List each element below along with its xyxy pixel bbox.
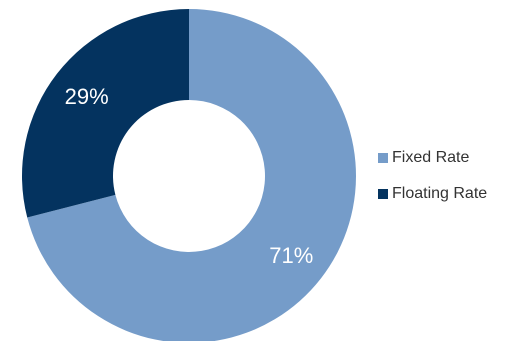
legend-swatch-fixed-rate [378, 153, 388, 163]
legend-item-fixed-rate: Fixed Rate [378, 147, 522, 169]
slice-label-floating-rate: 29% [65, 84, 109, 109]
legend-label-fixed-rate: Fixed Rate [392, 149, 470, 166]
slice-label-fixed-rate: 71% [269, 243, 313, 268]
chart-legend: Fixed Rate Floating Rate [378, 147, 522, 219]
legend-label-floating-rate: Floating Rate [392, 185, 488, 202]
legend-swatch-floating-rate [378, 189, 388, 199]
legend-item-floating-rate: Floating Rate [378, 183, 522, 205]
donut-slice-floating-rate [21, 9, 189, 218]
donut-slice-fixed-rate [27, 9, 356, 341]
